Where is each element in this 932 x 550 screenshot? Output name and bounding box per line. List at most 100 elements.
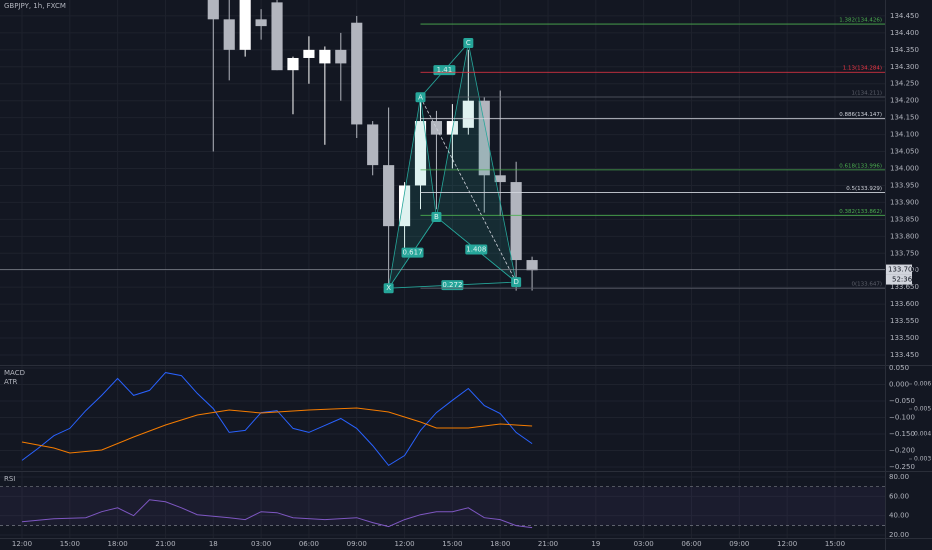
candle-body — [223, 19, 235, 50]
ratio-label: 1.408 — [466, 246, 486, 254]
candle-body — [239, 0, 251, 50]
x-tick-label: 06:00 — [299, 540, 319, 548]
y-tick-label: 133.600 — [890, 300, 919, 308]
candle-body — [287, 57, 299, 71]
candle-body — [207, 0, 219, 20]
pattern-point-box — [431, 211, 442, 222]
x-tick-label: 15:00 — [60, 540, 80, 548]
x-tick-label: 09:00 — [729, 540, 749, 548]
ratio-label: 0.617 — [403, 249, 423, 257]
y-tick-label: −0.200 — [889, 447, 915, 455]
y-tick-label: −0.250 — [889, 463, 915, 471]
fib-label: 0.382(133.862) — [839, 209, 882, 215]
x-tick-label: 18 — [209, 540, 218, 548]
y-tick-label: 133.450 — [890, 351, 919, 359]
candle-body — [494, 175, 506, 183]
indicator-line — [21, 407, 533, 454]
last-price-box — [886, 264, 912, 275]
y2-tick-label: 0.005 — [914, 406, 931, 413]
y-tick-label: 134.450 — [890, 12, 919, 20]
y-tick-label: 134.100 — [890, 131, 919, 139]
candle-body — [510, 182, 522, 261]
candle-body — [462, 100, 474, 128]
pattern-point-label: X — [386, 284, 391, 292]
y-tick-label: 134.200 — [890, 97, 919, 105]
candle-body — [319, 49, 331, 64]
indicator-line — [21, 499, 533, 529]
y-tick-label: 133.850 — [890, 215, 919, 223]
fib-label: 0.886(134.147) — [839, 112, 882, 118]
y2-tick-label: 0.006 — [914, 381, 931, 388]
candle-body — [430, 121, 443, 135]
candle-body — [526, 260, 538, 271]
countdown-box — [886, 274, 912, 285]
legend-label: ATR — [4, 378, 18, 386]
candle-body — [478, 100, 490, 176]
rsi-band — [0, 486, 885, 526]
pattern-point-box — [383, 283, 394, 294]
x-tick-label: 12:00 — [12, 540, 32, 548]
ratio-label: 0.272 — [442, 281, 462, 289]
axes: 12:00 15:00 18:00 21:00 18 03:00 06:00 09:00 12:… — [12, 12, 931, 548]
ratio-box — [441, 280, 464, 291]
fib-label: 0.618(133.996) — [839, 163, 882, 169]
y-tick-label: 40.00 — [889, 512, 909, 520]
pattern-point-label: D — [513, 278, 518, 286]
ratio-box — [401, 247, 424, 258]
y-tick-label: 0.050 — [889, 364, 909, 372]
pattern-point-label: B — [434, 213, 439, 221]
x-tick-label: 03:00 — [634, 540, 654, 548]
y-tick-label: 134.050 — [890, 148, 919, 156]
y-tick-label: −0.100 — [889, 414, 915, 422]
legend-label: RSI — [4, 475, 15, 483]
legend-label: MACD — [4, 369, 25, 377]
pattern-point-label: C — [466, 39, 471, 47]
candle-body — [351, 22, 363, 125]
y2-tick-label: 0.003 — [914, 456, 931, 463]
y-tick-label: 134.300 — [890, 63, 919, 71]
indicator-line — [21, 372, 533, 467]
candle-body — [414, 121, 427, 186]
y-tick-label: 0.000 — [889, 380, 909, 388]
x-tick-label: 21:00 — [538, 540, 558, 548]
x-tick-label: 06:00 — [681, 540, 701, 548]
y-tick-label: 134.400 — [890, 29, 919, 37]
y-tick-label: −0.050 — [889, 397, 915, 405]
y-tick-label: 134.250 — [890, 80, 919, 88]
last-price-label: 133.702 — [888, 266, 917, 274]
x-tick-label: 12:00 — [777, 540, 797, 548]
x-tick-label: 18:00 — [108, 540, 128, 548]
candle-body — [303, 49, 315, 58]
fib-label: 1(134.211) — [851, 90, 882, 96]
y-tick-label: 133.550 — [890, 317, 919, 325]
price-pane: 0.617 1.41 1.408 0.272 1.382(134.426) 1.13(13… — [0, 0, 885, 294]
fib-label: 1.13(134.284) — [843, 66, 882, 72]
fib-label: 1.382(134.426) — [839, 18, 882, 24]
pattern-point-label: A — [418, 93, 423, 101]
y-tick-label: −0.150 — [889, 430, 915, 438]
candle-body — [335, 49, 347, 64]
x-tick-label: 12:00 — [394, 540, 414, 548]
y-tick-label: 80.00 — [889, 473, 909, 481]
candle-body — [367, 124, 379, 166]
x-tick-label: 21:00 — [155, 540, 175, 548]
candle-body — [383, 165, 395, 227]
ratio-label: 1.41 — [437, 66, 453, 74]
candle-body — [398, 185, 411, 227]
x-tick-label: 19 — [591, 540, 600, 548]
pattern-point-box — [463, 38, 474, 49]
ratio-box — [465, 244, 488, 255]
y-tick-label: 133.650 — [890, 283, 919, 291]
y-tick-label: 60.00 — [889, 492, 909, 500]
x-tick-label: 15:00 — [442, 540, 462, 548]
symbol-title: GBPJPY, 1h, FXCM — [4, 2, 66, 10]
y-tick-label: 133.500 — [890, 334, 919, 342]
fib-label: 0.5(133.929) — [846, 186, 882, 192]
y-tick-label: 20.00 — [889, 531, 909, 539]
y-tick-label: 133.800 — [890, 232, 919, 240]
candle-body — [255, 19, 267, 27]
y-tick-label: 133.750 — [890, 249, 919, 257]
y-tick-label: 134.150 — [890, 114, 919, 122]
